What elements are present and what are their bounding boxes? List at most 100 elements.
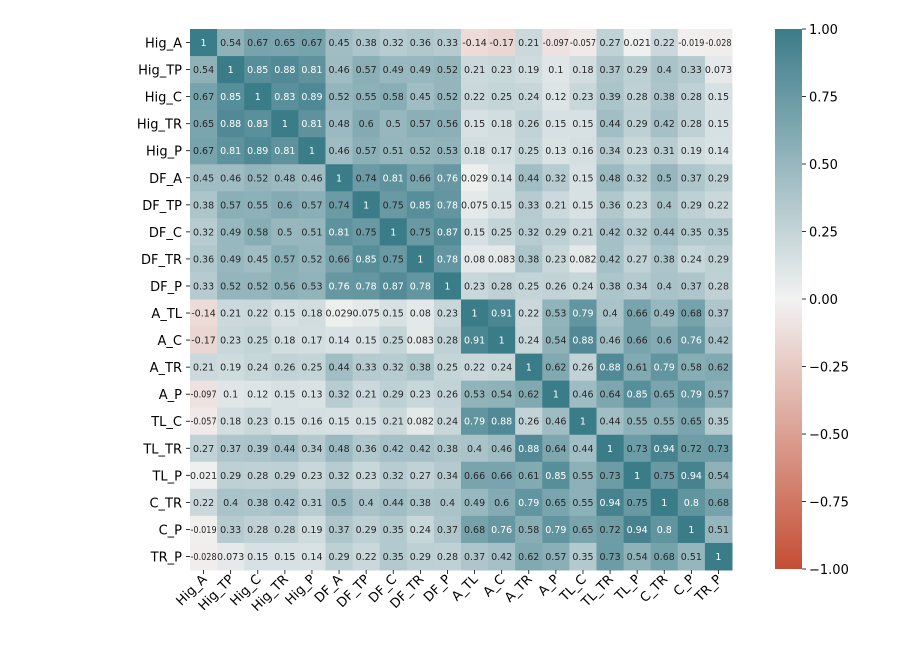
cell-value-label: 0.4 [657, 200, 672, 211]
cell-value-label: 1 [499, 336, 505, 347]
heatmap-cell [190, 461, 218, 490]
heatmap-cell [433, 137, 462, 165]
colorbar-tick-label: −0.75 [809, 496, 849, 511]
heatmap-cell [461, 542, 489, 571]
row-tick-label: C_TR [149, 496, 182, 511]
heatmap-cell [244, 56, 272, 84]
cell-value-label: 0.57 [708, 390, 729, 401]
heatmap-cell [433, 299, 462, 328]
heatmap-cell [650, 461, 679, 490]
heatmap-cell [406, 191, 435, 219]
cell-value-label: 0.37 [328, 525, 349, 536]
cell-value-label: 0.083 [407, 336, 434, 347]
cell-value-label: 0.14 [301, 552, 322, 563]
heatmap-cell [298, 29, 326, 57]
row-labels: Hig_A Hig_TP Hig_C Hig_TR Hig_P DF_A DF_TP DF_C… [137, 37, 190, 565]
heatmap-cell [298, 83, 326, 111]
cell-value-label: -0.17 [489, 38, 514, 49]
heatmap-cell [461, 137, 489, 165]
cell-value-label: 1 [472, 309, 478, 320]
cell-value-label: 0.33 [356, 363, 377, 374]
cell-value-label: 0.66 [627, 336, 648, 347]
heatmap-cell [298, 56, 326, 84]
heatmap-cell [623, 272, 652, 300]
cell-value-label: 0.79 [545, 525, 566, 536]
column-tick-label: DF_P [421, 572, 454, 605]
cell-value-label: 0.55 [654, 417, 675, 428]
heatmap-cell [488, 83, 516, 111]
heatmap-cell [217, 488, 245, 517]
cell-value-label: 0.38 [247, 498, 268, 509]
cell-value-label: 0.67 [247, 38, 268, 49]
heatmap-cell [542, 245, 570, 273]
cell-value-label: 0.22 [708, 200, 729, 211]
cell-value-label: 0.31 [654, 146, 675, 157]
heatmap-cell [325, 83, 354, 111]
cell-value-label: 0.49 [410, 65, 431, 76]
cell-value-label: 0.75 [627, 498, 648, 509]
cell-value-label: 0.24 [518, 336, 539, 347]
heatmap-cell [461, 164, 489, 192]
heatmap-cell [596, 353, 625, 382]
cell-value-label: 0.52 [437, 65, 458, 76]
column-tick-label: Hig_P [283, 572, 319, 608]
heatmap-cell [623, 380, 652, 409]
heatmap-cell [488, 380, 516, 409]
cell-value-label: 0.35 [383, 525, 404, 536]
heatmap-cell [461, 488, 489, 517]
cell-value-label: 0.37 [437, 525, 458, 536]
cell-value-label: 0.89 [247, 146, 268, 157]
cell-value-label: 0.26 [572, 363, 593, 374]
cell-value-label: 0.94 [681, 471, 702, 482]
heatmap-cell [623, 218, 652, 246]
cell-value-label: 0.28 [681, 92, 702, 103]
cell-value-label: 0.75 [383, 254, 404, 265]
heatmap-cell [244, 191, 272, 219]
cell-value-label: 0.53 [545, 309, 566, 320]
heatmap-cell [190, 164, 218, 192]
heatmap-cell [379, 380, 408, 409]
heatmap-cell [569, 299, 597, 328]
cell-value-label: 0.23 [410, 390, 431, 401]
heatmap-cell [406, 110, 435, 138]
row-tick-label: A_C [158, 334, 182, 349]
heatmap-cell [569, 488, 597, 517]
cell-value-label: 0.35 [681, 227, 702, 238]
heatmap-cell [271, 272, 299, 300]
cell-value-label: 0.74 [328, 200, 349, 211]
heatmap-cell [379, 29, 408, 57]
heatmap-cell [542, 191, 570, 219]
heatmap-cell [596, 29, 625, 57]
heatmap-cell [623, 29, 652, 57]
heatmap-cell [352, 137, 381, 165]
heatmap-cell [379, 56, 408, 84]
heatmap-cell [569, 164, 597, 192]
cell-value-label: 1 [634, 471, 640, 482]
heatmap-cell [488, 191, 516, 219]
cell-value-label: 0.36 [410, 38, 431, 49]
heatmap-cell [406, 245, 435, 273]
cell-value-label: 0.54 [220, 38, 241, 49]
cell-value-label: 0.29 [356, 525, 377, 536]
cell-value-label: 0.29 [627, 65, 648, 76]
heatmap-cell [352, 434, 381, 463]
heatmap-cell [271, 110, 299, 138]
cell-value-label: 0.29 [410, 552, 431, 563]
heatmap-cell [650, 542, 679, 571]
cell-value-label: 0.35 [383, 552, 404, 563]
cell-value-label: 0.15 [491, 200, 512, 211]
cell-value-label: 1 [228, 65, 234, 76]
heatmap-cell [515, 164, 543, 192]
heatmap-cell [244, 137, 272, 165]
heatmap-cell [515, 542, 543, 571]
cell-value-label: 0.54 [708, 471, 729, 482]
heatmap-cell [542, 515, 570, 544]
heatmap-cell [325, 137, 354, 165]
cell-value-label: 0.49 [383, 65, 404, 76]
cell-value-label: 0.73 [599, 552, 620, 563]
cell-value-label: 0.46 [491, 444, 512, 455]
heatmap-cell [650, 83, 679, 111]
cell-value-label: 0.27 [193, 444, 214, 455]
row-tick-label: DF_TR [141, 253, 182, 268]
heatmap-cell [244, 461, 272, 490]
